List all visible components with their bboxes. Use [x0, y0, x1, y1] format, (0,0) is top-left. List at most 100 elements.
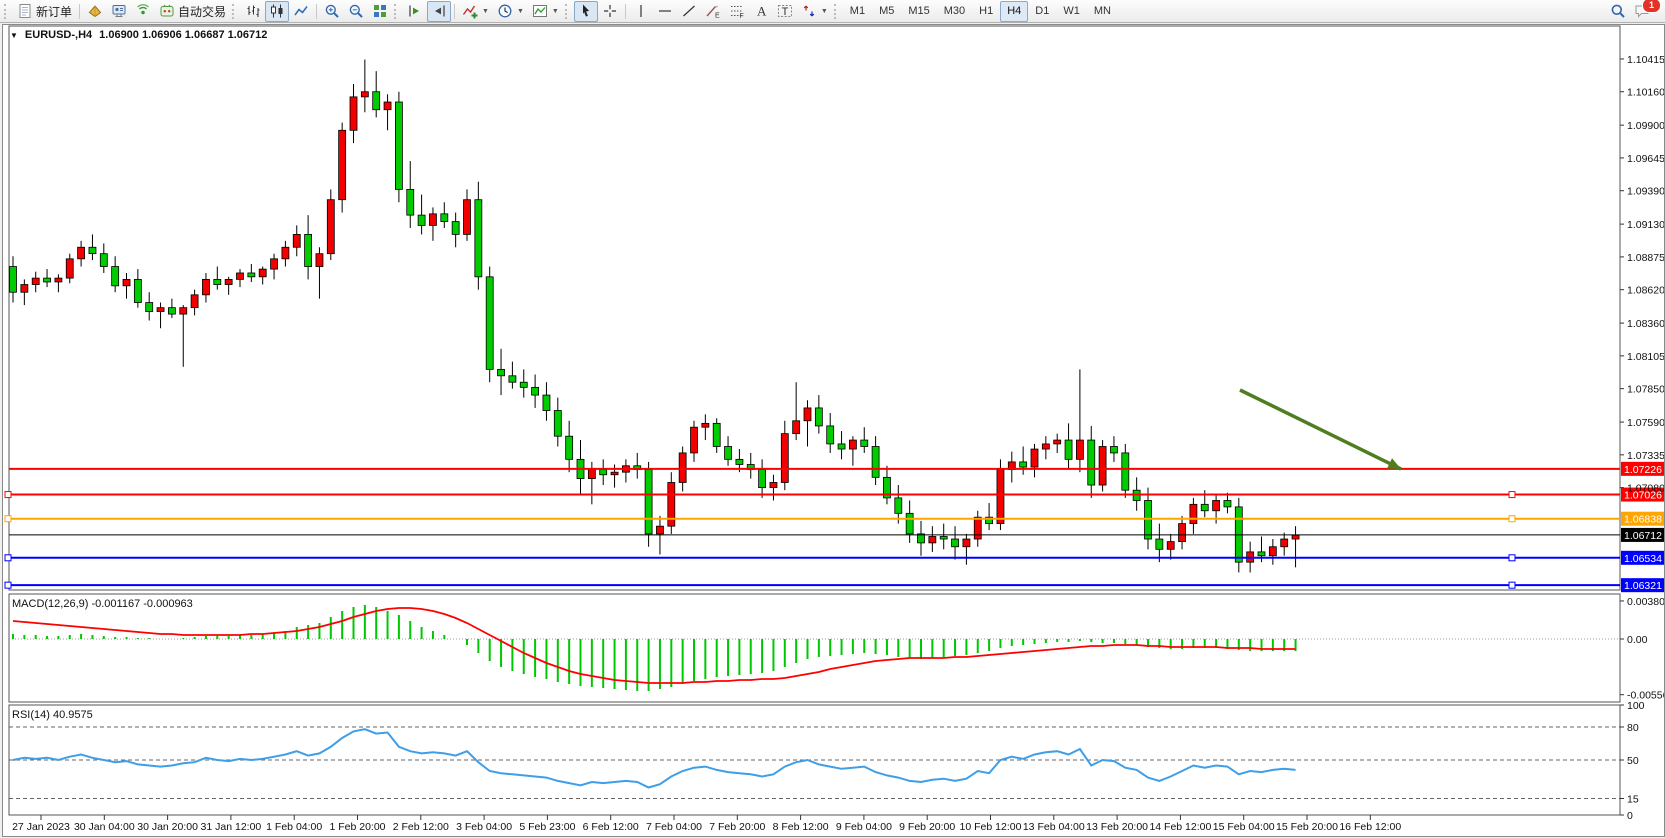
macd-pane[interactable]: [8, 593, 1621, 703]
separator: [316, 3, 318, 19]
toolbar-drag-handle[interactable]: [394, 3, 400, 19]
add-indicator-button[interactable]: ▼: [458, 1, 493, 22]
svg-text:9 Feb 04:00: 9 Feb 04:00: [836, 821, 892, 833]
svg-text:1.06534: 1.06534: [1624, 553, 1662, 565]
notification-badge: 1: [1642, 0, 1661, 13]
svg-text:0.00: 0.00: [1627, 634, 1648, 646]
fibonacci-button[interactable]: F: [725, 1, 749, 22]
vertical-line-button[interactable]: [629, 1, 653, 22]
cursor-button[interactable]: [573, 0, 598, 22]
new-order-label: 新订单: [36, 4, 73, 19]
main-toolbar: 新订单 自动交易 ▼ ▼ ▼ E F A T ▼ M1 M5 M15 M30 H1 H4 D…: [0, 0, 1665, 23]
text-label-button[interactable]: T: [773, 1, 797, 22]
line-chart-button[interactable]: [289, 1, 313, 22]
svg-text:8 Feb 12:00: 8 Feb 12:00: [773, 821, 829, 833]
timeframe-H4[interactable]: H4: [1000, 0, 1029, 22]
svg-text:-0.005569: -0.005569: [1627, 690, 1664, 702]
toolbar-drag-handle[interactable]: [833, 3, 840, 19]
svg-text:15 Feb 04:00: 15 Feb 04:00: [1213, 821, 1275, 833]
separator: [454, 3, 456, 19]
chart-template-button[interactable]: ▼: [528, 1, 563, 22]
horizontal-line-1.06534[interactable]: 1.06534: [4, 550, 1664, 565]
timeframe-M30[interactable]: M30: [943, 5, 966, 17]
trendline-button[interactable]: [677, 1, 701, 22]
periods-clock-button[interactable]: ▼: [493, 1, 528, 22]
chevron-down-icon[interactable]: ▼: [820, 7, 828, 15]
chart-ohlc-values: 1.06900 1.06906 1.06687 1.06712: [99, 29, 268, 41]
trend-arrow[interactable]: [1239, 388, 1402, 471]
chart-shift-button[interactable]: [427, 0, 452, 22]
add-indicator-icon: [462, 3, 478, 19]
new-order-button[interactable]: 新订单: [13, 1, 76, 22]
horizontal-line-1.07026[interactable]: 1.07026: [4, 487, 1664, 502]
svg-text:10 Feb 12:00: 10 Feb 12:00: [960, 821, 1022, 833]
zoom-in-button[interactable]: [320, 1, 344, 22]
candlestick-chart-button[interactable]: [265, 0, 290, 22]
svg-text:1.09390: 1.09390: [1627, 186, 1664, 198]
auto-scroll-button[interactable]: [403, 1, 427, 22]
svg-text:1 Feb 04:00: 1 Feb 04:00: [266, 821, 322, 833]
bid-price-1.06712[interactable]: 1.06712: [9, 527, 1664, 542]
timeframe-H1[interactable]: H1: [979, 5, 994, 17]
svg-text:9 Feb 20:00: 9 Feb 20:00: [899, 821, 955, 833]
svg-text:1.08360: 1.08360: [1627, 318, 1664, 330]
timeframe-M5[interactable]: M5: [879, 5, 895, 17]
horizontal-line-button[interactable]: [653, 1, 677, 22]
macd-indicator: 0.003805 0.00 -0.005569: [9, 596, 1664, 702]
crosshair-button[interactable]: [598, 1, 622, 22]
chart-template-icon: [532, 3, 548, 19]
chevron-down-icon[interactable]: ▼: [516, 7, 524, 15]
chart-window[interactable]: 1.07226 1.07026 1.06838 1.06712 1.06534 1.063…: [2, 24, 1665, 837]
bar-chart-button[interactable]: [241, 1, 265, 22]
search-icon: [1610, 3, 1626, 19]
svg-text:1.09645: 1.09645: [1627, 153, 1664, 165]
chevron-down-icon[interactable]: ▼: [551, 7, 559, 15]
svg-text:1.07226: 1.07226: [1624, 464, 1662, 476]
chart-menu-icon[interactable]: ▼: [10, 30, 18, 40]
metaeditor-button[interactable]: [83, 1, 107, 22]
horizontal-line-1.06321[interactable]: 1.06321: [4, 578, 1664, 593]
main-pane[interactable]: [8, 25, 1621, 591]
line-chart-icon: [293, 3, 309, 19]
horizontal-line-1.07226[interactable]: 1.07226: [9, 461, 1664, 476]
toolbar-drag-handle[interactable]: [4, 3, 10, 19]
arrow-objects-button[interactable]: ▼: [797, 1, 832, 22]
chevron-down-icon[interactable]: ▼: [482, 7, 489, 15]
timeframe-M15[interactable]: M15: [908, 5, 930, 17]
timeframe-M1[interactable]: M1: [849, 5, 866, 17]
price-axis[interactable]: 1.10415 1.10160 1.09900 1.09645 1.09390 1.091…: [1620, 54, 1664, 495]
svg-text:1.07590: 1.07590: [1627, 417, 1664, 429]
timeframe-D1[interactable]: D1: [1035, 5, 1050, 17]
text-button[interactable]: A: [749, 1, 773, 22]
time-axis[interactable]: 27 Jan 2023 30 Jan 04:00 30 Jan 20:00 31 Ja…: [12, 815, 1401, 833]
horizontal-line-1.06838[interactable]: 1.06838: [4, 511, 1664, 526]
timeframe-W1[interactable]: W1: [1063, 5, 1080, 17]
svg-text:30 Jan 04:00: 30 Jan 04:00: [74, 821, 135, 833]
search-button[interactable]: [1606, 1, 1630, 22]
zoom-out-icon: [348, 3, 364, 19]
timeframe-MN[interactable]: MN: [1093, 5, 1111, 17]
chart-symbol-period: EURUSD-,H4: [24, 29, 93, 41]
svg-text:30 Jan 20:00: 30 Jan 20:00: [137, 821, 198, 833]
svg-text:1.09130: 1.09130: [1627, 219, 1664, 231]
toolbar-drag-handle[interactable]: [564, 3, 571, 19]
svg-text:27 Jan 2023: 27 Jan 2023: [12, 821, 70, 833]
chart-canvas[interactable]: 1.07226 1.07026 1.06838 1.06712 1.06534 1.063…: [3, 25, 1664, 836]
terminal-button[interactable]: [107, 1, 131, 22]
svg-text:T: T: [781, 6, 788, 18]
autotrading-label: 自动交易: [178, 4, 227, 19]
equidistant-channel-button[interactable]: E: [701, 1, 725, 22]
svg-text:14 Feb 12:00: 14 Feb 12:00: [1149, 821, 1211, 833]
autotrading-button[interactable]: 自动交易: [155, 1, 230, 22]
toolbar-drag-handle[interactable]: [232, 3, 238, 19]
svg-text:13 Feb 04:00: 13 Feb 04:00: [1023, 821, 1085, 833]
signals-button[interactable]: [131, 1, 155, 22]
fibonacci-icon: F: [729, 3, 745, 19]
svg-text:16 Feb 12:00: 16 Feb 12:00: [1339, 821, 1401, 833]
terminal-icon: [111, 3, 127, 19]
candlestick-chart-icon: [269, 3, 285, 19]
svg-text:E: E: [715, 13, 720, 20]
notifications-button[interactable]: 1: [1630, 0, 1661, 22]
zoom-out-button[interactable]: [344, 1, 368, 22]
tile-windows-button[interactable]: [368, 1, 392, 22]
